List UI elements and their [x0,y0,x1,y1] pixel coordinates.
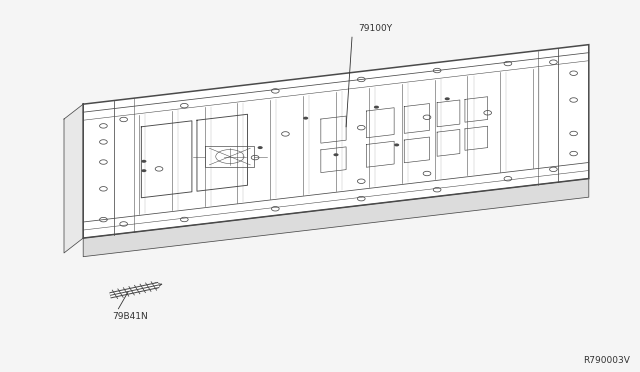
Circle shape [141,160,147,163]
Circle shape [394,144,399,147]
Polygon shape [64,104,83,253]
Circle shape [257,146,263,149]
Polygon shape [83,179,589,257]
Circle shape [445,97,450,100]
Circle shape [333,153,339,156]
Text: 79100Y: 79100Y [358,25,392,33]
Circle shape [303,117,308,120]
Polygon shape [83,45,589,238]
Text: 79B41N: 79B41N [112,312,148,321]
Text: R790003V: R790003V [584,356,630,365]
Circle shape [141,169,147,172]
Circle shape [374,106,379,109]
